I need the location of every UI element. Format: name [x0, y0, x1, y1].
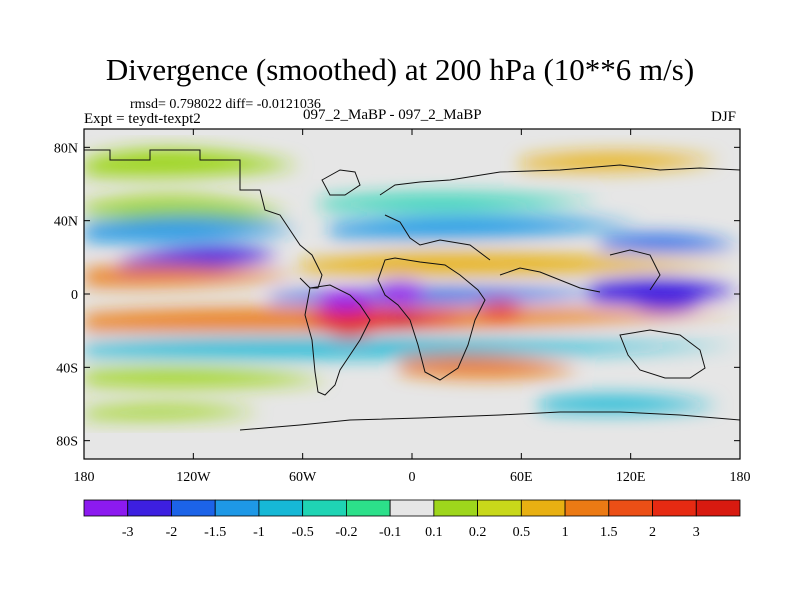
land-outlines	[84, 149, 740, 431]
field-band	[120, 246, 280, 270]
colorbar-label: -1.5	[204, 525, 226, 540]
colorbar-swatch	[214, 499, 260, 517]
field-band	[300, 252, 740, 276]
x-tick-label: 0	[409, 470, 416, 485]
field-band	[84, 265, 300, 287]
field-band	[84, 148, 300, 177]
divergence-center	[478, 302, 522, 322]
field-band	[320, 194, 600, 210]
colorbar-swatch	[302, 499, 347, 517]
colorbar-swatch	[258, 499, 304, 517]
colorbar-label: 0.2	[469, 525, 487, 540]
field-band	[84, 338, 740, 358]
colorbar-swatch	[520, 499, 566, 517]
convergence-center	[375, 282, 425, 302]
colorbar-swatch	[695, 499, 741, 517]
colorbar-label: -1	[253, 525, 265, 540]
colorbar-label: 1.5	[600, 525, 618, 540]
field-band	[400, 355, 580, 378]
x-tick-label: 60W	[289, 470, 317, 485]
y-axis: 80N 40N 0 40S 80S	[54, 141, 740, 450]
x-tick-label: 120E	[616, 470, 646, 485]
y-tick-label: 40S	[56, 361, 78, 376]
y-tick-label: 0	[71, 288, 78, 303]
experiment-label: Expt = teydt-texpt2	[84, 111, 201, 127]
y-tick-label: 80N	[54, 141, 78, 156]
field-band	[540, 395, 720, 413]
colorbar-label: -0.5	[292, 525, 314, 540]
y-tick-label: 40N	[54, 215, 78, 230]
convergence-center	[317, 290, 373, 310]
season-label: DJF	[711, 109, 737, 125]
chart-title: Divergence (smoothed) at 200 hPa (10**6 …	[105, 52, 695, 87]
colorbar-label: -0.2	[335, 525, 357, 540]
field-band	[84, 368, 330, 387]
colorbar-swatch	[564, 499, 610, 517]
run-comparison-label: 097_2_MaBP - 097_2_MaBP	[303, 107, 482, 123]
convergence-center	[630, 286, 700, 310]
colorbar-swatch	[345, 499, 391, 517]
y-tick-label: 80S	[56, 435, 78, 450]
field-band	[330, 216, 640, 238]
colorbar: -3 -2 -1.5 -1 -0.5 -0.2 -0.1 0.1 0.2 0.5 1 1.5 2 3	[83, 499, 741, 540]
colorbar-swatch	[477, 499, 522, 517]
colorbar-swatch	[171, 499, 216, 517]
colorbar-label: 0.5	[513, 525, 531, 540]
colorbar-swatch	[127, 499, 172, 517]
colorbar-swatch	[83, 499, 129, 517]
colorbar-label: 2	[649, 525, 656, 540]
x-tick-label: 180	[730, 470, 751, 485]
colorbar-label: -2	[166, 525, 178, 540]
chart-subtitle: rmsd= 0.798022 diff= -0.0121036	[130, 97, 321, 112]
divergence-center	[387, 308, 423, 328]
field-band	[84, 196, 290, 221]
x-tick-label: 60E	[510, 470, 533, 485]
colorbar-label: 0.1	[425, 525, 443, 540]
colorbar-swatch	[433, 499, 479, 517]
x-tick-label: 180	[74, 470, 95, 485]
colorbar-label: -3	[122, 525, 134, 540]
colorbar-swatch	[389, 499, 435, 517]
x-axis: 180 120W 60W 0 60E 120E 180	[74, 129, 751, 485]
divergence-field	[84, 148, 740, 431]
colorbar-swatch	[608, 499, 653, 517]
x-tick-label: 120W	[176, 470, 211, 485]
field-band	[84, 405, 260, 420]
colorbar-swatch	[652, 499, 697, 517]
colorbar-label: 1	[562, 525, 569, 540]
field-band	[520, 152, 720, 171]
field-band	[84, 216, 300, 242]
colorbar-label: -0.1	[379, 525, 401, 540]
divergence-center	[325, 313, 375, 337]
field-band	[600, 234, 740, 251]
colorbar-label: 3	[693, 525, 700, 540]
